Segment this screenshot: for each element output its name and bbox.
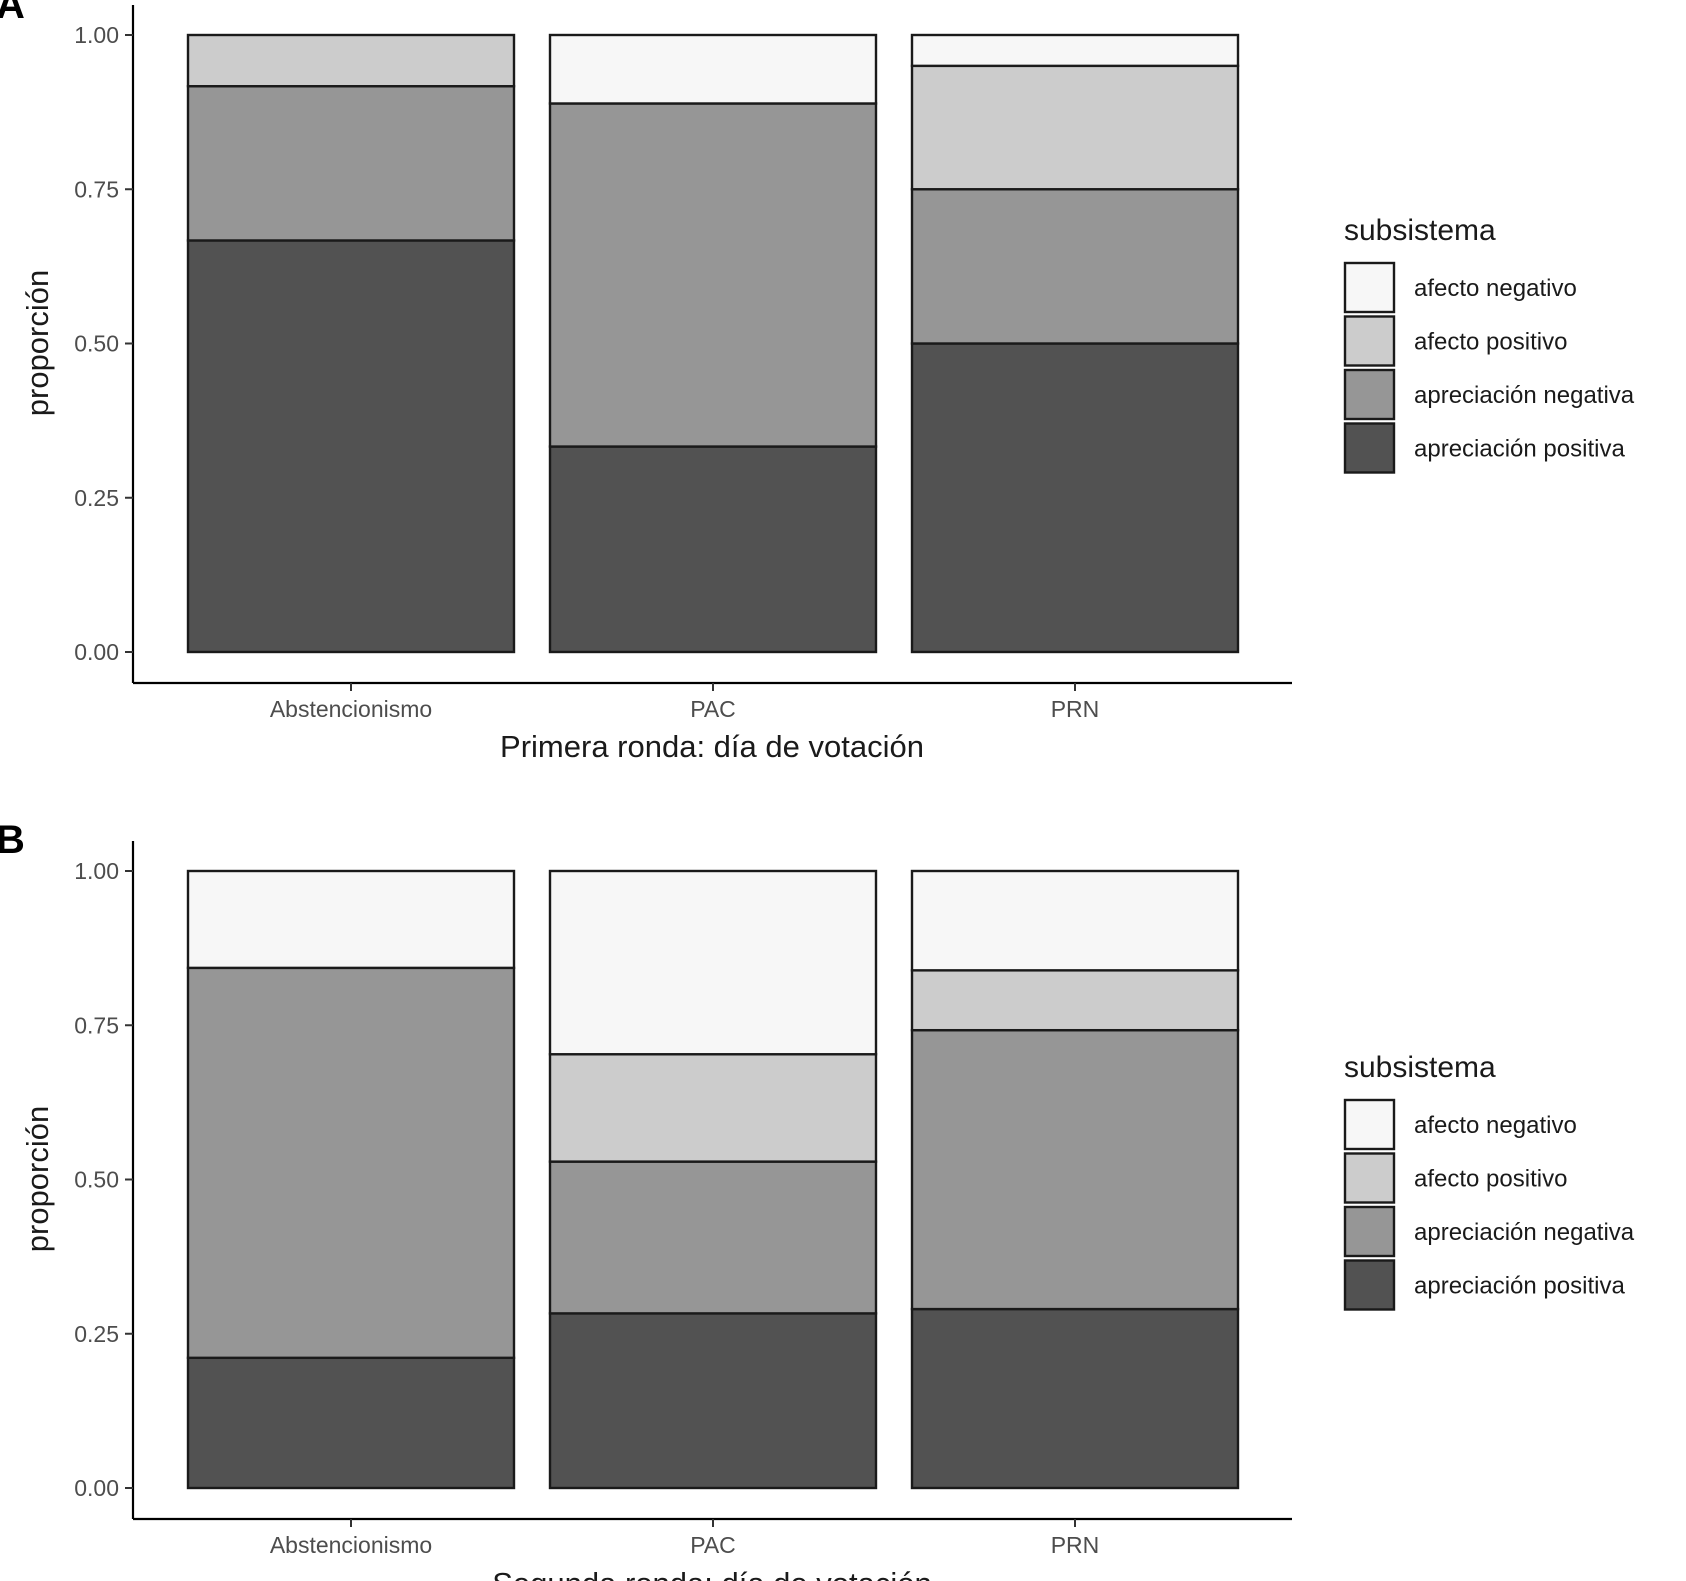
- y-tick-label: 0.00: [74, 639, 119, 665]
- bar-segment-prn-afecto-positivo: [910, 64, 1240, 191]
- bar-segment-prn-afecto-negativo: [910, 33, 1240, 68]
- y-axis-title: proporción: [20, 270, 55, 416]
- panel-label: A: [0, 0, 25, 27]
- y-tick-label: 0.25: [74, 1321, 119, 1347]
- bar-segment-pac-apreciacion-negativa: [548, 102, 878, 448]
- x-tick-label-pac: PAC: [690, 1532, 736, 1558]
- y-tick-label: 0.75: [74, 1012, 119, 1038]
- legend: subsistema afecto negativo afecto positivo…: [1343, 1051, 1635, 1311]
- legend-key-apreciacion-negativa: [1343, 1205, 1396, 1258]
- x-axis-title: Segunda ronda: día de votación: [492, 1566, 932, 1581]
- bar-segment-prn-apreciacion-positiva: [910, 1307, 1240, 1490]
- y-tick-label: 0.50: [74, 331, 119, 357]
- legend-key-afecto-negativo: [1343, 261, 1396, 314]
- legend-title: subsistema: [1344, 214, 1496, 247]
- legend-label-apreciacion-negativa: apreciación negativa: [1414, 382, 1635, 409]
- y-axis-title: proporción: [20, 1106, 55, 1252]
- legend: subsistema afecto negativo afecto positivo…: [1343, 214, 1635, 474]
- panel-label: B: [0, 818, 25, 862]
- bar-segment-prn-apreciacion-negativa: [910, 1028, 1240, 1311]
- y-tick-label: 0.25: [74, 485, 119, 511]
- bar-segment-pac-afecto-positivo: [548, 1053, 878, 1163]
- bar-segment-pac-afecto-negativo: [548, 869, 878, 1056]
- legend-key-afecto-positivo: [1343, 1152, 1396, 1204]
- legend-label-apreciacion-negativa: apreciación negativa: [1414, 1219, 1635, 1246]
- y-tick-label: 0.50: [74, 1167, 119, 1193]
- legend-key-afecto-negativo: [1343, 1098, 1396, 1151]
- legend-label-apreciacion-positiva: apreciación positiva: [1414, 1273, 1625, 1300]
- legend-label-afecto-positivo: afecto positivo: [1414, 329, 1567, 356]
- bar-segment-prn-afecto-positivo: [910, 969, 1240, 1032]
- bar-segment-pac-afecto-negativo: [548, 33, 878, 105]
- legend-key-apreciacion-positiva: [1343, 1259, 1396, 1311]
- bar-segment-abstencionismo-apreciacion-positiva: [186, 1356, 516, 1490]
- bar-segment-pac-apreciacion-positiva: [548, 445, 878, 654]
- y-tick-label: 0.00: [74, 1475, 119, 1501]
- y-tick-label: 1.00: [74, 22, 119, 48]
- legend-key-afecto-positivo: [1343, 315, 1396, 367]
- bar-segment-prn-apreciacion-positiva: [910, 342, 1240, 654]
- bar-segment-prn-apreciacion-negativa: [910, 188, 1240, 345]
- x-tick-label-abstencionismo: Abstencionismo: [270, 1532, 432, 1558]
- bar-segment-abstencionismo-afecto-positivo: [186, 33, 516, 88]
- legend-label-apreciacion-positiva: apreciación positiva: [1414, 436, 1625, 463]
- legend-label-afecto-negativo: afecto negativo: [1414, 275, 1577, 302]
- bar-segment-abstencionismo-apreciacion-negativa: [186, 966, 516, 1360]
- x-tick-label-abstencionismo: Abstencionismo: [270, 696, 432, 722]
- bar-segment-pac-apreciacion-positiva: [548, 1312, 878, 1490]
- legend-key-apreciacion-positiva: [1343, 422, 1396, 474]
- x-tick-label-pac: PAC: [690, 696, 736, 722]
- bar-segment-abstencionismo-apreciacion-negativa: [186, 85, 516, 242]
- chart-panel-b: B 0.00 0.25 0.50 0.75 1.00 Abstencionismo PAC PR…: [0, 818, 1635, 1581]
- y-tick-label: 0.75: [74, 176, 119, 202]
- legend-label-afecto-negativo: afecto negativo: [1414, 1112, 1577, 1139]
- legend-key-apreciacion-negativa: [1343, 368, 1396, 421]
- bar-segment-abstencionismo-apreciacion-positiva: [186, 239, 516, 654]
- bar-segment-prn-afecto-negativo: [910, 869, 1240, 972]
- legend-label-afecto-positivo: afecto positivo: [1414, 1166, 1567, 1193]
- x-axis-title: Primera ronda: día de votación: [500, 729, 924, 764]
- y-tick-label: 1.00: [74, 858, 119, 884]
- chart-panel-a: A 0.00 0.25 0.50 0.75 1.00 Abstencionismo PAC PR…: [0, 0, 1635, 764]
- bar-segment-pac-apreciacion-negativa: [548, 1160, 878, 1315]
- bar-segment-abstencionismo-afecto-negativo: [186, 869, 516, 970]
- x-tick-label-prn: PRN: [1051, 1532, 1100, 1558]
- legend-title: subsistema: [1344, 1051, 1496, 1084]
- x-tick-label-prn: PRN: [1051, 696, 1100, 722]
